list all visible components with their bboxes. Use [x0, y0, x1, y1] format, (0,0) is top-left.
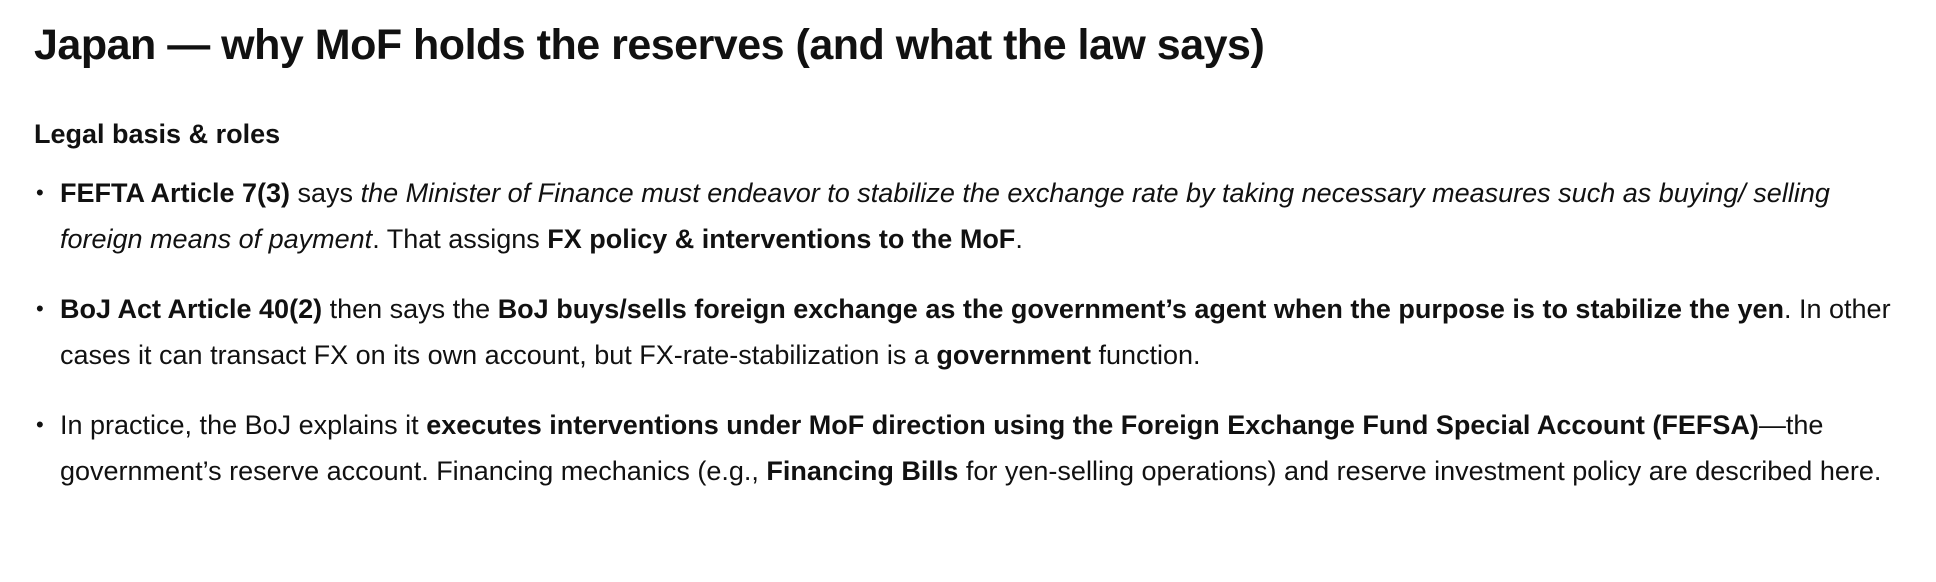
page-title: Japan — why MoF holds the reserves (and …	[34, 21, 1265, 69]
bullet-icon: •	[36, 296, 44, 321]
text: then says the	[322, 294, 498, 324]
text: . That assigns	[372, 224, 548, 254]
text: —the government’s reserve account. Finan…	[60, 410, 1824, 486]
bullet-list: • FEFTA Article 7(3) says the Minister of…	[34, 170, 1902, 494]
document: Japan — why MoF holds the reserves (and …	[34, 21, 1902, 494]
bold-text: BoJ buys/sells foreign exchange as the g…	[497, 294, 1784, 324]
text: .	[1015, 224, 1023, 254]
bold-text: government	[936, 340, 1091, 370]
bold-text: Financing Bills	[766, 456, 959, 486]
text: In practice, the BoJ explains it	[60, 410, 427, 440]
italic-text: the Minister of Finance must endeavor to…	[60, 178, 1830, 254]
bold-text: executes interventions under MoF directi…	[426, 410, 1759, 440]
bold-text: FX policy & interventions to the MoF	[547, 224, 1016, 254]
list-item: • In practice, the BoJ explains it execut…	[34, 402, 1902, 494]
section-heading: Legal basis & roles	[34, 119, 281, 149]
text: for yen-selling operations) and reserve …	[958, 456, 1882, 486]
text: function.	[1090, 340, 1201, 370]
bold-text: BoJ Act Article 40(2)	[60, 294, 323, 324]
bullet-icon: •	[36, 180, 44, 205]
list-item: • FEFTA Article 7(3) says the Minister of…	[34, 170, 1902, 262]
bold-text: FEFTA Article 7(3)	[60, 178, 291, 208]
text: says	[290, 178, 361, 208]
list-item: • BoJ Act Article 40(2) then says the BoJ…	[34, 286, 1902, 378]
text: . In other cases it can transact FX on i…	[60, 294, 1891, 370]
bullet-icon: •	[36, 412, 44, 437]
